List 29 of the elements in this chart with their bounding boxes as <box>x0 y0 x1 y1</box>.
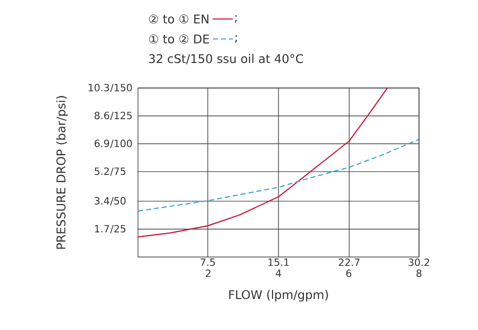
x2-tick-label: 8 <box>416 270 422 278</box>
x-tick-label: 15.1 <box>268 258 289 266</box>
line-series <box>138 138 420 212</box>
x2-tick-label: 4 <box>276 270 282 277</box>
x-tick-label: 7.5 <box>200 258 215 266</box>
y2-tick-label: /100 <box>110 140 132 148</box>
x-tick-label: 22.7 <box>338 258 360 266</box>
y-tick-label: 8.6 <box>94 112 110 120</box>
y-tick-label: 1.7 <box>95 225 109 232</box>
x-axis-title: FLOW (lpm/gpm) <box>229 290 328 302</box>
line-series <box>138 88 388 238</box>
legend-label: ② to ① EN <box>149 14 208 24</box>
legend-label: ① to ② DE <box>149 34 210 44</box>
y-axis-title: PRESSURE DROP (bar/psi) <box>56 96 68 249</box>
y-tick-label: 5.2 <box>94 167 109 175</box>
text: ; <box>234 15 237 23</box>
x-tick-label: 30.2 <box>408 258 430 266</box>
text: ; <box>235 35 237 43</box>
y-tick-label: 10.3 <box>88 84 110 92</box>
y2-tick-label: /50 <box>110 197 126 206</box>
y-tick-label: 3.4 <box>94 197 110 205</box>
x2-tick-label: 2 <box>206 270 210 277</box>
x2-tick-label: 6 <box>346 270 352 278</box>
text: 32 cSt/150 ssu oil at 40°C <box>149 54 303 64</box>
y2-tick-label: /125 <box>110 112 132 120</box>
y2-tick-label: /75 <box>110 168 126 176</box>
y-tick-label: 6.9 <box>94 140 110 148</box>
y2-tick-label: /150 <box>110 84 132 92</box>
y2-tick-label: /25 <box>110 224 126 234</box>
